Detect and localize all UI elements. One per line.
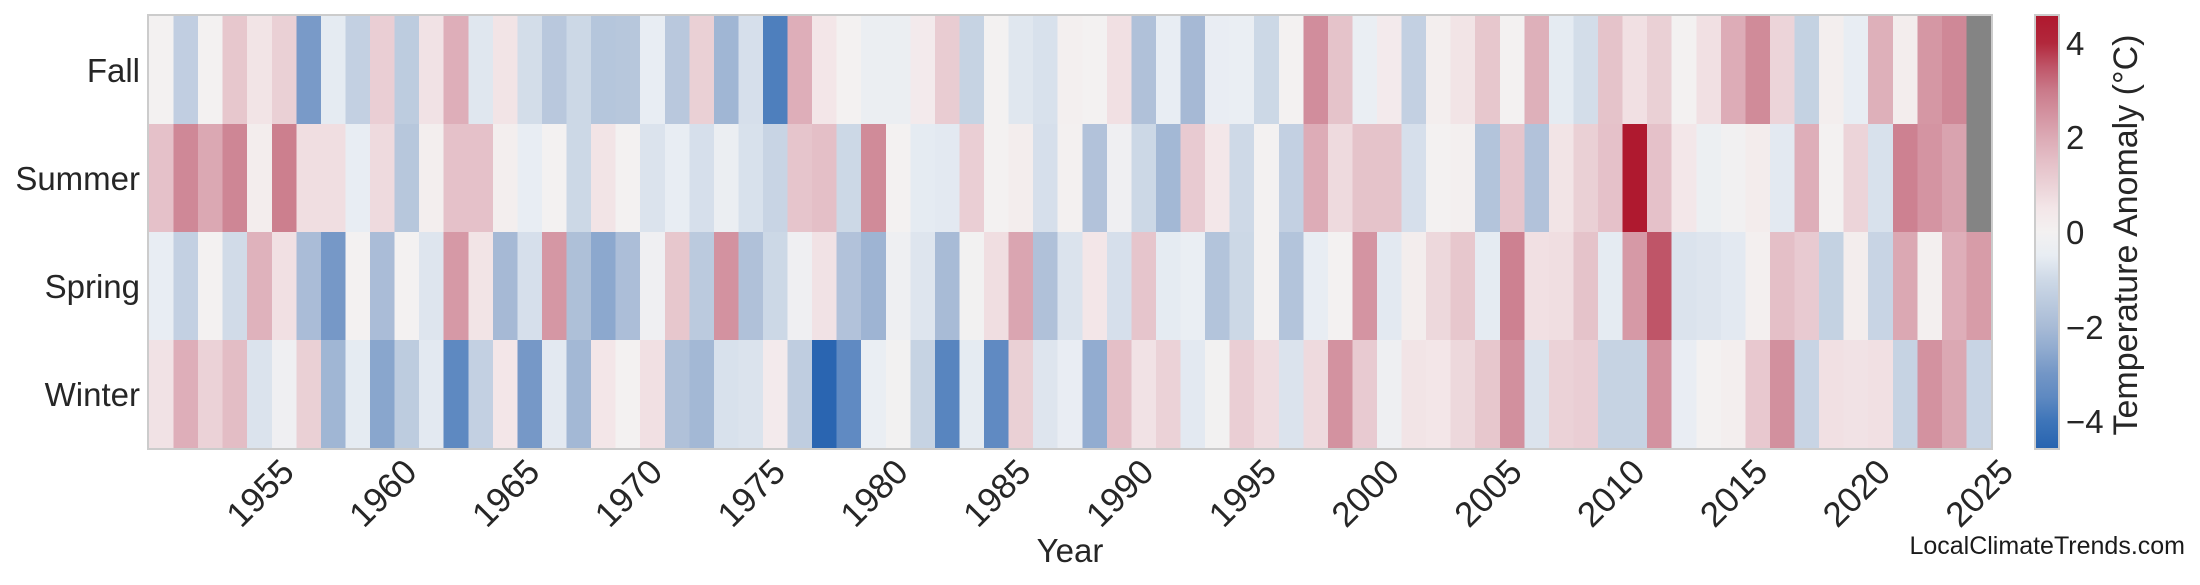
svg-text:Temperature Anomaly (°C): Temperature Anomaly (°C) — [2107, 35, 2145, 436]
svg-text:1995: 1995 — [1201, 452, 1284, 535]
svg-text:2020: 2020 — [1815, 452, 1898, 535]
svg-text:−2: −2 — [2066, 309, 2104, 346]
svg-text:1985: 1985 — [956, 452, 1039, 535]
svg-text:Summer: Summer — [15, 160, 140, 197]
svg-text:1990: 1990 — [1079, 452, 1162, 535]
svg-text:1960: 1960 — [342, 452, 425, 535]
svg-text:1965: 1965 — [465, 452, 548, 535]
svg-text:2010: 2010 — [1570, 452, 1653, 535]
svg-text:Winter: Winter — [45, 376, 140, 413]
svg-text:2005: 2005 — [1447, 452, 1530, 535]
svg-text:Year: Year — [1037, 532, 1104, 569]
svg-text:0: 0 — [2066, 214, 2084, 251]
svg-text:1970: 1970 — [587, 452, 670, 535]
svg-text:1955: 1955 — [219, 452, 302, 535]
svg-text:Spring: Spring — [45, 268, 140, 305]
svg-text:−4: −4 — [2066, 403, 2104, 440]
svg-text:Fall: Fall — [87, 52, 140, 89]
svg-text:LocalClimateTrends.com: LocalClimateTrends.com — [1909, 532, 2185, 560]
svg-text:2015: 2015 — [1693, 452, 1776, 535]
svg-text:1980: 1980 — [833, 452, 916, 535]
svg-text:2: 2 — [2066, 119, 2084, 156]
svg-text:2000: 2000 — [1324, 452, 1407, 535]
svg-text:4: 4 — [2066, 25, 2084, 62]
svg-text:2025: 2025 — [1938, 452, 2021, 535]
svg-text:1975: 1975 — [710, 452, 793, 535]
